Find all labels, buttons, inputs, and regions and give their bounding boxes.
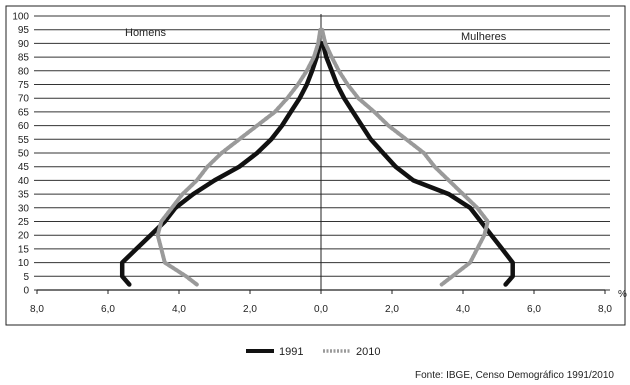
y-tick-label: 15 xyxy=(18,244,30,255)
legend-label-1991: 1991 xyxy=(279,346,303,358)
y-tick-label: 85 xyxy=(18,53,30,64)
y-tick-label: 60 xyxy=(18,121,30,132)
y-tick-label: 25 xyxy=(18,217,30,228)
y-tick-label: 80 xyxy=(18,66,30,77)
y-tick-label: 70 xyxy=(18,94,30,105)
x-tick-label: 8,0 xyxy=(598,304,612,315)
y-tick-label: 35 xyxy=(18,190,30,201)
y-tick-label: 30 xyxy=(18,203,30,214)
y-tick-label: 65 xyxy=(18,107,30,118)
y-tick-labels: 0 5 10 15 20 25 30 35 40 45 50 55 60 65 70 75 80 85 90 95 10… xyxy=(12,12,29,297)
x-tick-labels: 8,0 6,0 4,0 2,0 0,0 2,0 4,0 6,0 8,0 xyxy=(30,304,612,315)
x-tick-label: 0,0 xyxy=(314,304,328,315)
y-tick-label: 95 xyxy=(18,25,30,36)
y-tick-label: 75 xyxy=(18,80,30,91)
series-1991-line xyxy=(119,41,515,287)
y-tick-label: 10 xyxy=(18,258,30,269)
x-tick-label: 2,0 xyxy=(243,304,257,315)
y-tick-label: 40 xyxy=(18,176,30,187)
source-note: Fonte: IBGE, Censo Demográfico 1991/2010 xyxy=(415,370,614,381)
series-lines xyxy=(119,27,515,287)
legend-label-2010: 2010 xyxy=(356,346,380,358)
legend: 1991 2010 xyxy=(246,346,380,358)
series-2010-line xyxy=(155,27,490,287)
x-tick-label: 6,0 xyxy=(527,304,541,315)
y-tick-label: 90 xyxy=(18,39,30,50)
y-tick-label: 50 xyxy=(18,149,30,160)
x-tick-label: 2,0 xyxy=(385,304,399,315)
x-tick-label: 6,0 xyxy=(101,304,115,315)
y-tick-label: 5 xyxy=(23,272,29,283)
x-tick-label: 4,0 xyxy=(456,304,470,315)
x-unit-label: % xyxy=(618,289,627,300)
y-tick-label: 45 xyxy=(18,162,30,173)
side-label-right: Mulheres xyxy=(461,31,507,43)
x-tick-label: 4,0 xyxy=(172,304,186,315)
y-tick-label: 20 xyxy=(18,231,30,242)
x-tick-label: 8,0 xyxy=(30,304,44,315)
side-label-left: Homens xyxy=(125,27,166,39)
y-tick-label: 100 xyxy=(12,12,29,23)
y-tick-label: 0 xyxy=(23,286,29,297)
horizontal-gridlines xyxy=(34,15,610,291)
y-tick-label: 55 xyxy=(18,135,30,146)
axes xyxy=(36,14,606,294)
